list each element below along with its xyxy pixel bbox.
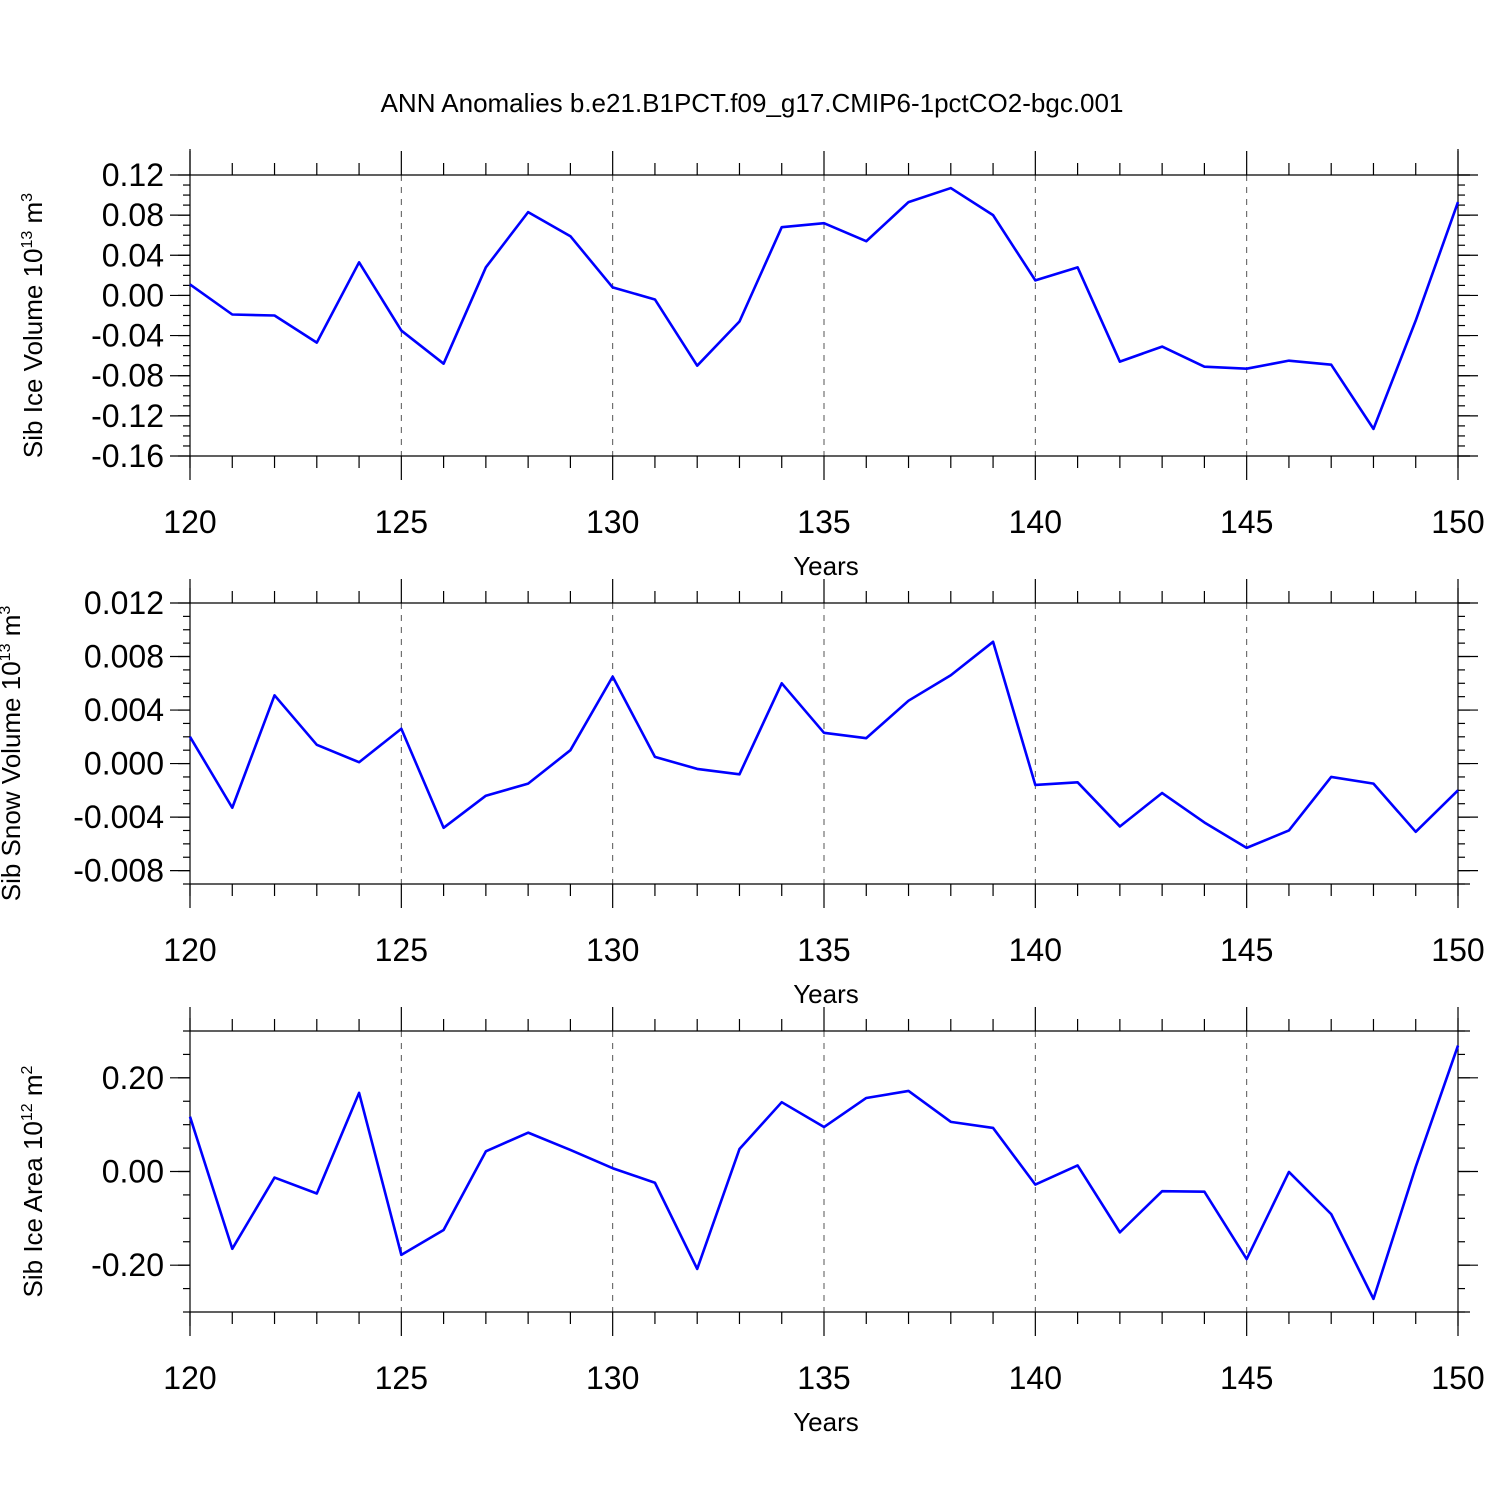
y-tick-label: 0.20 <box>102 1060 164 1096</box>
y-tick-label: 0.12 <box>102 157 164 193</box>
y-tick-label: 0.004 <box>84 692 164 728</box>
chart-panel-2: -0.008 -0.004 0.000 0.004 0.008 0.012 120 125 13… <box>0 579 1485 1009</box>
x-axis-title: Years <box>793 551 859 581</box>
y-tick-label: 0.08 <box>102 197 164 233</box>
x-tick-label: 140 <box>1009 932 1062 968</box>
x-tick-label: 135 <box>797 932 850 968</box>
x-tick-label: 150 <box>1431 932 1484 968</box>
x-tick-label: 140 <box>1009 1360 1062 1396</box>
x-tick-label: 135 <box>797 1360 850 1396</box>
x-tick-label: 130 <box>586 1360 639 1396</box>
x-tick-label: 145 <box>1220 932 1273 968</box>
y-tick-label: -0.04 <box>91 318 164 354</box>
y-tick-label: -0.08 <box>91 358 164 394</box>
x-tick-label: 140 <box>1009 504 1062 540</box>
x-tick-label: 130 <box>586 504 639 540</box>
y-tick-label: 0.008 <box>84 639 164 675</box>
chart-title: ANN Anomalies b.e21.B1PCT.f09_g17.CMIP6-… <box>381 88 1124 118</box>
x-tick-label: 145 <box>1220 504 1273 540</box>
y-tick-label: -0.12 <box>91 398 164 434</box>
y-tick-label: -0.008 <box>73 853 164 889</box>
x-axis-title: Years <box>793 1407 859 1437</box>
y-tick-label: -0.20 <box>91 1247 164 1283</box>
y-axis-title: Sib Ice Area 1012 m2 <box>18 1065 48 1297</box>
chart-panel-3: -0.20 0.00 0.20 120 125 130 135 140 145 150 Years S… <box>18 1007 1485 1437</box>
y-axis-title: Sib Ice Volume 1013 m3 <box>18 193 48 458</box>
x-axis-title: Years <box>793 979 859 1009</box>
x-tick-label: 135 <box>797 504 850 540</box>
x-tick-label: 145 <box>1220 1360 1273 1396</box>
y-tick-label: -0.16 <box>91 438 164 474</box>
y-tick-label: 0.00 <box>102 277 164 313</box>
y-tick-label: 0.00 <box>102 1154 164 1190</box>
x-tick-label: 150 <box>1431 504 1484 540</box>
x-tick-label: 150 <box>1431 1360 1484 1396</box>
x-tick-label: 125 <box>375 932 428 968</box>
x-tick-label: 130 <box>586 932 639 968</box>
y-tick-label: -0.004 <box>73 799 164 835</box>
x-tick-label: 125 <box>375 1360 428 1396</box>
y-tick-label: 0.012 <box>84 585 164 621</box>
chart-panel-1: -0.16 -0.12 -0.08 -0.04 0.00 0.04 0.08 0.12 120 1… <box>18 149 1485 581</box>
y-tick-label: 0.000 <box>84 746 164 782</box>
x-tick-label: 120 <box>163 504 216 540</box>
y-axis-title: Sib Snow Volume 1013 m3 <box>0 606 26 902</box>
x-tick-label: 120 <box>163 1360 216 1396</box>
series-line <box>188 640 1459 850</box>
x-tick-label: 125 <box>375 504 428 540</box>
y-tick-label: 0.04 <box>102 237 164 273</box>
x-tick-label: 120 <box>163 932 216 968</box>
